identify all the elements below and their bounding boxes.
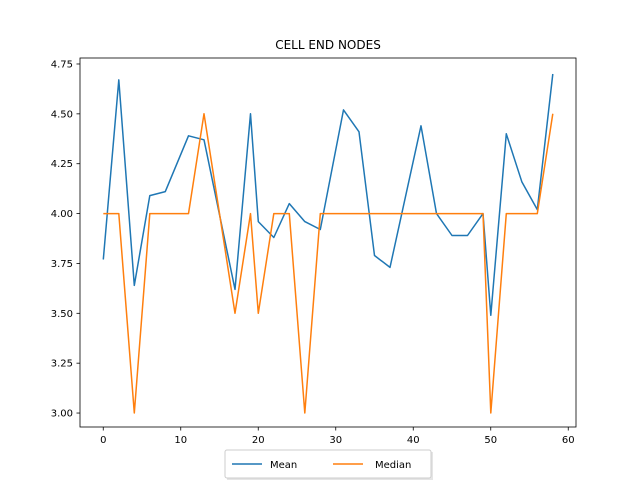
x-tick-label: 0: [100, 435, 106, 446]
x-tick-label: 10: [174, 435, 187, 446]
series-layer: [102, 73, 554, 414]
x-tick-label: 20: [252, 435, 265, 446]
y-tick-label: 3.00: [51, 409, 73, 420]
series-line-median: [103, 113, 554, 414]
series-line-mean: [102, 73, 554, 317]
y-tick-label: 4.50: [51, 109, 73, 120]
y-tick-label: 3.25: [51, 359, 73, 370]
chart-title: CELL END NODES: [275, 38, 381, 52]
y-tick-label: 4.25: [51, 159, 73, 170]
plot-frame: [79, 57, 577, 428]
y-tick-label: 3.75: [51, 259, 73, 270]
x-tick-label: 50: [484, 435, 497, 446]
x-axis: 0 10 20 30 40 50 60: [100, 427, 575, 446]
y-axis: 3.00 3.25 3.50 3.75 4.00 4.25 4.50 4.75: [51, 59, 80, 420]
x-tick-label: 60: [562, 435, 575, 446]
y-tick-label: 4.00: [51, 209, 73, 220]
legend: Mean Median: [224, 449, 433, 480]
legend-box: [224, 449, 432, 479]
y-tick-label: 3.50: [51, 309, 73, 320]
x-tick-label: 30: [329, 435, 342, 446]
legend-mean-label: Mean: [270, 460, 297, 471]
x-tick-label: 40: [407, 435, 420, 446]
legend-median-label: Median: [375, 460, 411, 471]
y-tick-label: 4.75: [51, 59, 73, 70]
